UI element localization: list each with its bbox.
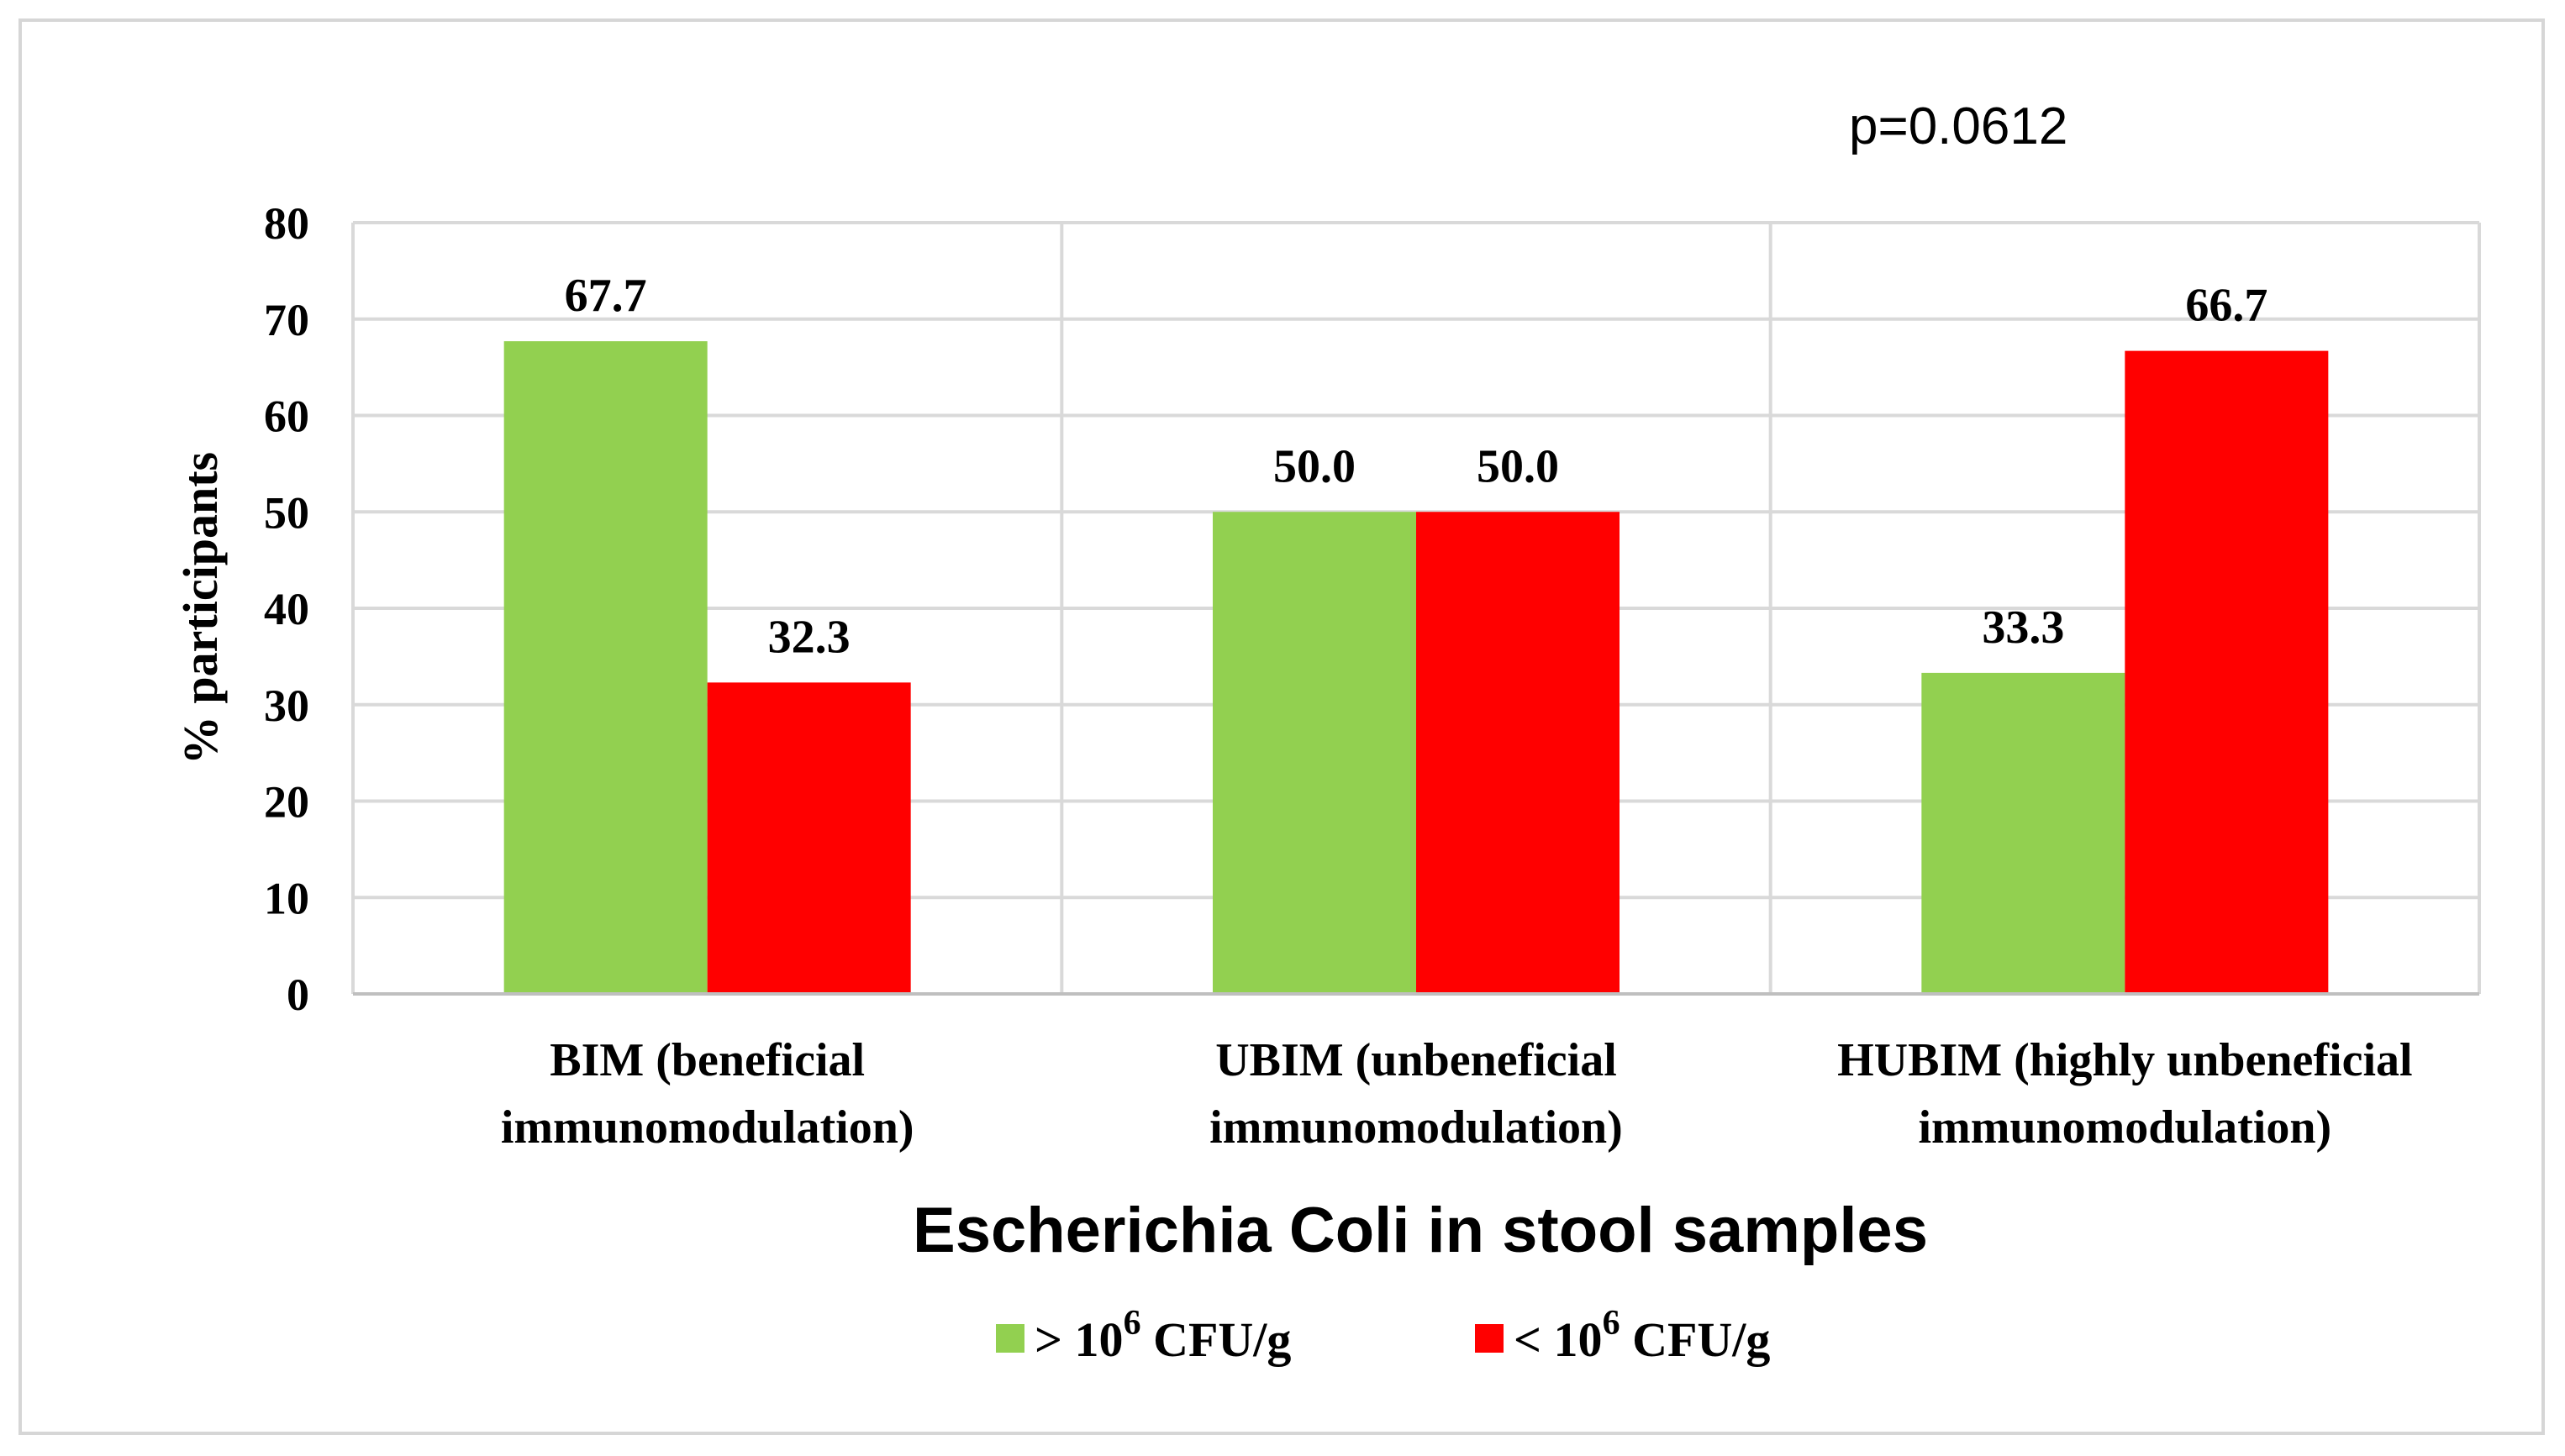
legend-swatch xyxy=(1475,1324,1504,1353)
legend-label-superscript: 6 xyxy=(1603,1304,1620,1343)
data-label: 33.3 xyxy=(1982,602,2064,654)
y-tick-label: 60 xyxy=(264,392,309,442)
y-tick-label: 10 xyxy=(264,873,309,923)
y-tick-label: 40 xyxy=(264,584,309,634)
data-label: 66.7 xyxy=(2185,280,2267,332)
legend-label-unit: CFU/g xyxy=(1620,1312,1771,1367)
legend-label-superscript: 6 xyxy=(1124,1304,1141,1343)
legend-label: < 106 CFU/g xyxy=(1514,1304,1770,1367)
legend-label-base: > 10 xyxy=(1035,1312,1124,1367)
data-label: 32.3 xyxy=(768,611,851,663)
bar-above-2 xyxy=(1921,672,2125,994)
category-label: BIM (beneficial xyxy=(550,1034,865,1086)
y-tick-label: 70 xyxy=(264,295,309,345)
legend-item-above: > 106 CFU/g xyxy=(996,1304,1291,1367)
legend-swatch xyxy=(996,1324,1024,1353)
legend-label-unit: CFU/g xyxy=(1141,1312,1292,1367)
y-tick-label: 80 xyxy=(264,198,309,249)
bar-below-2 xyxy=(2125,350,2329,994)
y-tick-label: 0 xyxy=(287,970,309,1020)
legend-label-base: < 10 xyxy=(1514,1312,1603,1367)
legend: > 106 CFU/g < 106 CFU/g xyxy=(996,1304,1770,1367)
category-label: immunomodulation) xyxy=(1209,1101,1623,1154)
bar-above-1 xyxy=(1213,512,1416,994)
data-label: 67.7 xyxy=(565,270,647,322)
chart-title: Escherichia Coli in stool samples xyxy=(913,1195,1928,1266)
y-axis-title: % participants xyxy=(173,452,228,765)
labels: 0 10 20 30 40 50 60 70 80 67.7 50.0 33.3 32.3 50.0 66.… xyxy=(173,97,2413,1266)
y-tick-label: 20 xyxy=(264,777,309,828)
bar-below-0 xyxy=(707,682,911,994)
category-label: immunomodulation) xyxy=(501,1101,914,1154)
category-label: immunomodulation) xyxy=(1919,1101,2332,1154)
p-value-annotation: p=0.0612 xyxy=(1849,97,2067,155)
legend-item-below: < 106 CFU/g xyxy=(1475,1304,1770,1367)
bar-below-1 xyxy=(1416,512,1620,994)
bars xyxy=(503,341,2329,995)
legend-label: > 106 CFU/g xyxy=(1035,1304,1291,1367)
bar-above-0 xyxy=(503,341,708,995)
y-tick-label: 30 xyxy=(264,681,309,731)
data-label: 50.0 xyxy=(1273,440,1356,492)
category-label: UBIM (unbeneficial xyxy=(1215,1034,1617,1086)
category-label: HUBIM (highly unbeneficial xyxy=(1837,1034,2413,1086)
data-label: 50.0 xyxy=(1477,440,1559,492)
y-tick-label: 50 xyxy=(264,487,309,538)
